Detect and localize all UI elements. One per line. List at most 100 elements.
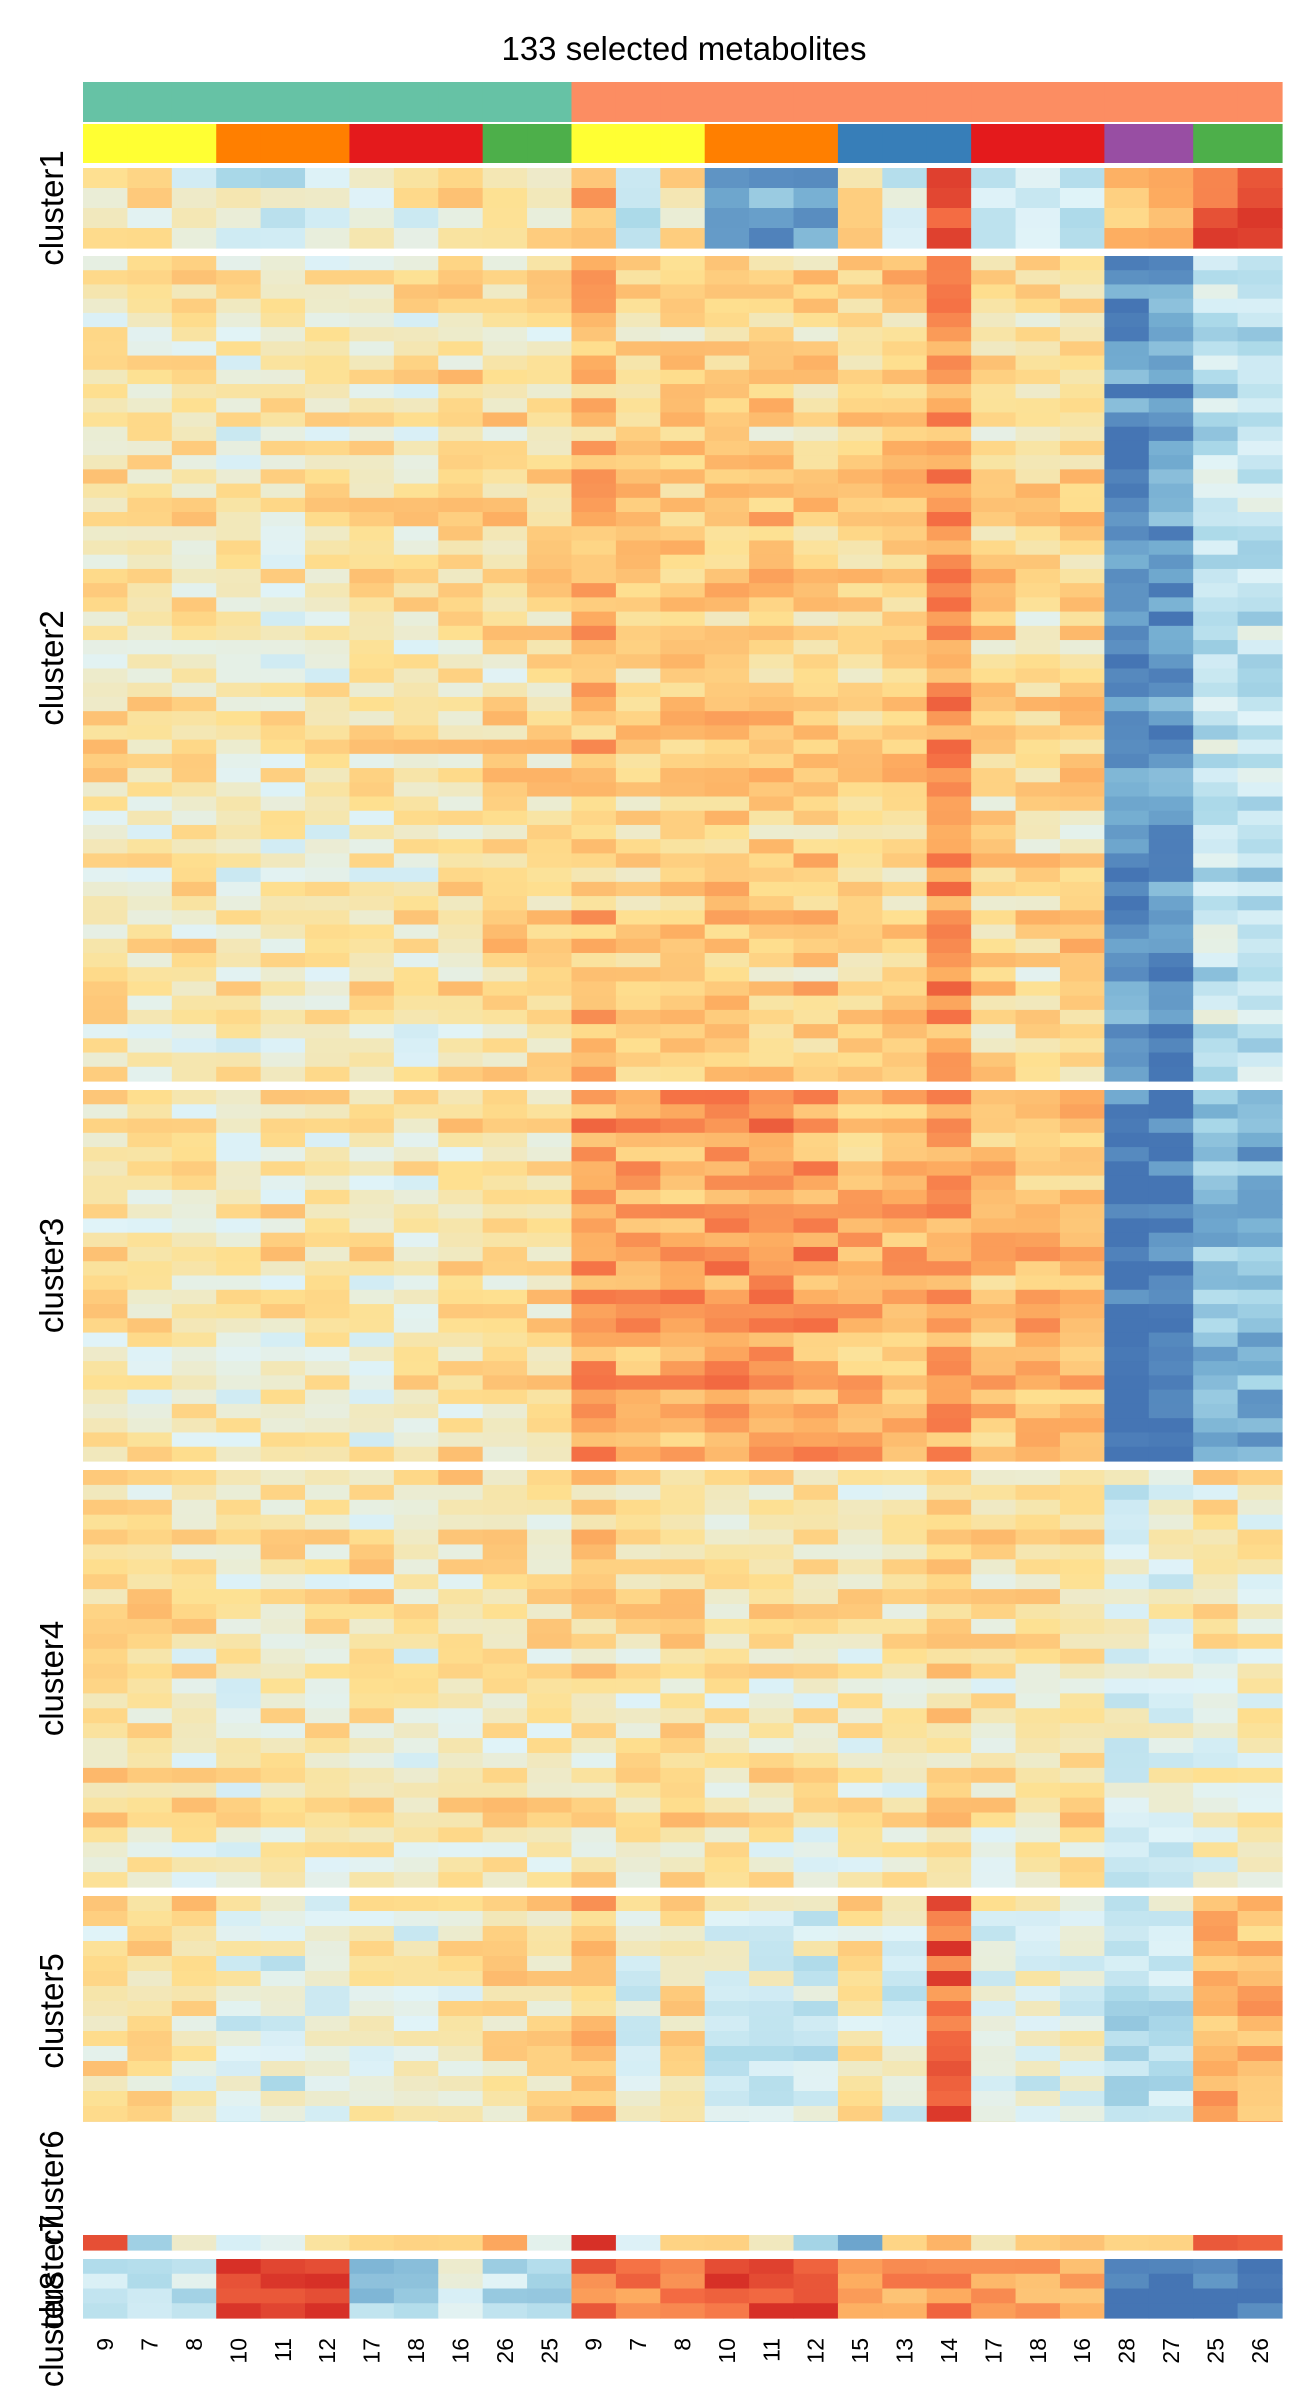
heatmap-cell bbox=[837, 355, 883, 371]
heatmap-cell bbox=[1104, 355, 1150, 371]
heatmap-cell bbox=[171, 1147, 217, 1162]
heatmap-cell bbox=[305, 1678, 351, 1694]
heatmap-cell bbox=[216, 1499, 262, 1516]
heatmap-cell bbox=[1015, 1827, 1061, 1843]
heatmap-cell bbox=[1059, 1432, 1105, 1448]
heatmap-cell bbox=[127, 725, 173, 741]
heatmap-cell bbox=[971, 568, 1017, 584]
heatmap-cell bbox=[1015, 1204, 1061, 1220]
heatmap-cell bbox=[837, 1956, 883, 1972]
heatmap-cell bbox=[882, 910, 928, 926]
heatmap-cell bbox=[837, 2259, 883, 2275]
heatmap-cell bbox=[837, 839, 883, 855]
heatmap-cell bbox=[260, 1782, 306, 1799]
heatmap-cell bbox=[1237, 2288, 1283, 2304]
heatmap-cell bbox=[660, 625, 706, 641]
heatmap-cell bbox=[527, 625, 573, 641]
heatmap-cell bbox=[438, 1175, 484, 1191]
heatmap-cell bbox=[305, 540, 351, 556]
heatmap-cell bbox=[260, 455, 306, 470]
heatmap-cell bbox=[349, 526, 395, 542]
heatmap-cell bbox=[349, 924, 395, 940]
heatmap-cell bbox=[349, 1418, 395, 1434]
heatmap-cell bbox=[1193, 1693, 1239, 1709]
heatmap-cell bbox=[438, 554, 484, 570]
heatmap-cell bbox=[660, 483, 706, 499]
heatmap-cell bbox=[305, 1896, 351, 1912]
heatmap-cell bbox=[438, 2273, 484, 2290]
heatmap-cell bbox=[305, 952, 351, 968]
heatmap-cell bbox=[1193, 1389, 1239, 1405]
heatmap-cell bbox=[926, 1104, 972, 1120]
heatmap-cell bbox=[1104, 1648, 1150, 1665]
heatmap-cell bbox=[793, 796, 839, 812]
heatmap-cell bbox=[704, 597, 750, 613]
heatmap-cell bbox=[482, 739, 528, 755]
heatmap-cell bbox=[571, 256, 617, 271]
heatmap-cell bbox=[216, 1432, 262, 1448]
heatmap-cell bbox=[926, 188, 972, 209]
heatmap-cell bbox=[305, 1911, 351, 1927]
heatmap-cell bbox=[305, 1544, 351, 1560]
heatmap-cell bbox=[1193, 1118, 1239, 1134]
heatmap-cell bbox=[305, 1986, 351, 2002]
heatmap-cell bbox=[216, 1767, 262, 1784]
annotation-cell bbox=[1237, 124, 1283, 163]
heatmap-cell bbox=[1059, 1389, 1105, 1405]
heatmap-cell bbox=[127, 952, 173, 968]
heatmap-cell bbox=[216, 398, 262, 414]
heatmap-cell bbox=[438, 910, 484, 926]
heatmap-cell bbox=[1015, 768, 1061, 783]
heatmap-cell bbox=[260, 938, 306, 954]
heatmap-cell bbox=[882, 497, 928, 513]
heatmap-cell bbox=[1059, 1827, 1105, 1843]
heatmap-cell bbox=[482, 526, 528, 542]
heatmap-cell bbox=[1059, 1812, 1105, 1829]
heatmap-cell bbox=[1015, 2031, 1061, 2047]
heatmap-cell bbox=[1193, 1090, 1239, 1105]
heatmap-cell bbox=[127, 1633, 173, 1650]
heatmap-cell bbox=[971, 1752, 1017, 1769]
heatmap-cell bbox=[438, 611, 484, 627]
heatmap-cell bbox=[660, 1589, 706, 1605]
heatmap-cell bbox=[438, 1038, 484, 1054]
heatmap-cell bbox=[260, 2091, 306, 2107]
annotation-cell bbox=[971, 82, 1017, 122]
heatmap-cell bbox=[393, 1009, 439, 1025]
heatmap-cell bbox=[1015, 2259, 1061, 2275]
heatmap-cell bbox=[793, 1161, 839, 1177]
heatmap-cell bbox=[571, 1066, 617, 1082]
heatmap-cell bbox=[127, 440, 173, 456]
heatmap-cell bbox=[1015, 1857, 1061, 1873]
heatmap-cell bbox=[216, 2061, 262, 2077]
heatmap-cell bbox=[837, 1132, 883, 1148]
heatmap-cell bbox=[1148, 188, 1194, 209]
heatmap-cell bbox=[216, 924, 262, 940]
heatmap-cell bbox=[571, 654, 617, 670]
heatmap-cell bbox=[482, 782, 528, 798]
heatmap-cell bbox=[1237, 597, 1283, 613]
heatmap-cell bbox=[1237, 910, 1283, 926]
heatmap-cell bbox=[260, 1275, 306, 1291]
heatmap-cell bbox=[393, 398, 439, 414]
heatmap-cell bbox=[393, 668, 439, 684]
heatmap-cell bbox=[882, 1275, 928, 1291]
heatmap-cell bbox=[127, 1261, 173, 1277]
heatmap-cell bbox=[882, 1812, 928, 1829]
heatmap-cell bbox=[793, 540, 839, 556]
heatmap-cell bbox=[971, 1529, 1017, 1546]
annotation-cell bbox=[482, 82, 528, 122]
heatmap-cell bbox=[83, 1275, 129, 1291]
heatmap-cell bbox=[216, 1318, 262, 1334]
heatmap-cell bbox=[1059, 952, 1105, 968]
heatmap-cell bbox=[1237, 398, 1283, 414]
heatmap-cell bbox=[171, 270, 217, 286]
heatmap-cell bbox=[926, 910, 972, 926]
heatmap-cell bbox=[349, 412, 395, 428]
heatmap-cell bbox=[127, 995, 173, 1011]
heatmap-cell bbox=[660, 1232, 706, 1248]
heatmap-cell bbox=[971, 1633, 1017, 1650]
heatmap-cell bbox=[1104, 1484, 1150, 1501]
heatmap-cell bbox=[305, 526, 351, 542]
heatmap-cell bbox=[615, 2076, 661, 2092]
